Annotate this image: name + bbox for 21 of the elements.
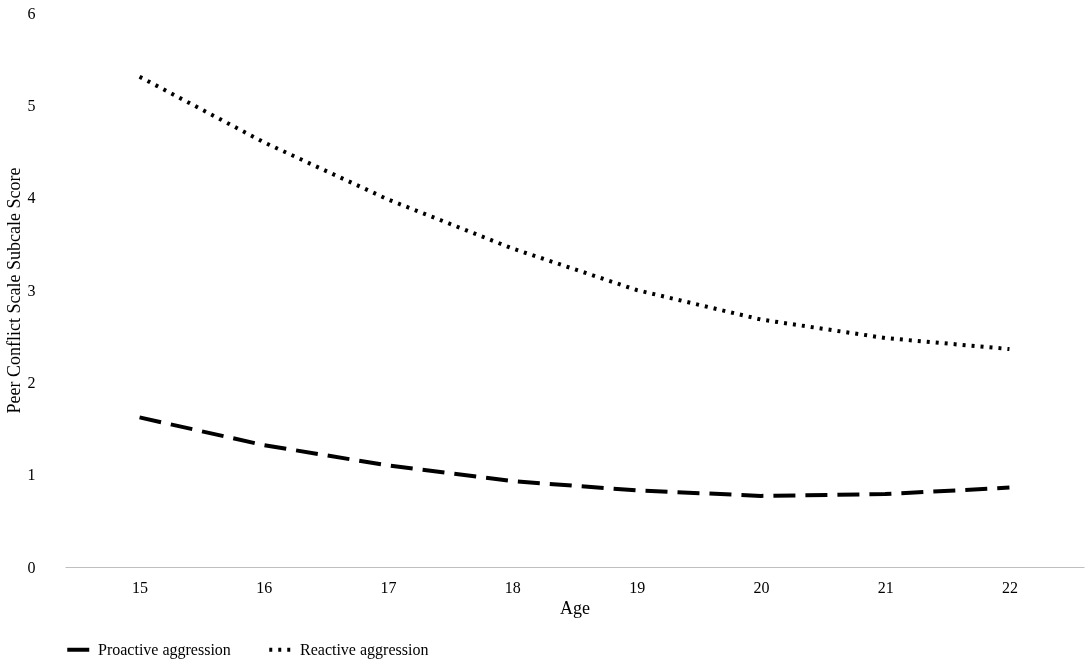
y-tick-label: 0: [27, 558, 36, 576]
line-series: [137, 74, 1012, 352]
y-axis-title: Peer Conflict Scale Subcale Score: [3, 167, 24, 414]
x-tick-label: 16: [256, 578, 273, 596]
x-tick-label: 22: [1001, 578, 1018, 596]
x-axis-title: Age: [560, 597, 590, 618]
y-tick-label: 2: [27, 373, 36, 391]
y-tick-label: 4: [27, 189, 36, 207]
line-series: [137, 415, 1012, 498]
y-tick-label: 5: [27, 96, 36, 114]
x-tick-label: 21: [877, 578, 894, 596]
x-tick-label: 17: [380, 578, 397, 596]
y-tick-label: 1: [27, 466, 36, 484]
x-tick-label: 20: [753, 578, 770, 596]
x-tick-label: 15: [132, 578, 149, 596]
x-tick-label: 19: [629, 578, 646, 596]
legend-label: Reactive aggression: [300, 640, 429, 659]
y-tick-label: 3: [27, 281, 36, 299]
x-tick-label: 18: [504, 578, 521, 596]
y-tick-label: 6: [27, 4, 36, 22]
legend-label: Proactive aggression: [98, 640, 231, 659]
